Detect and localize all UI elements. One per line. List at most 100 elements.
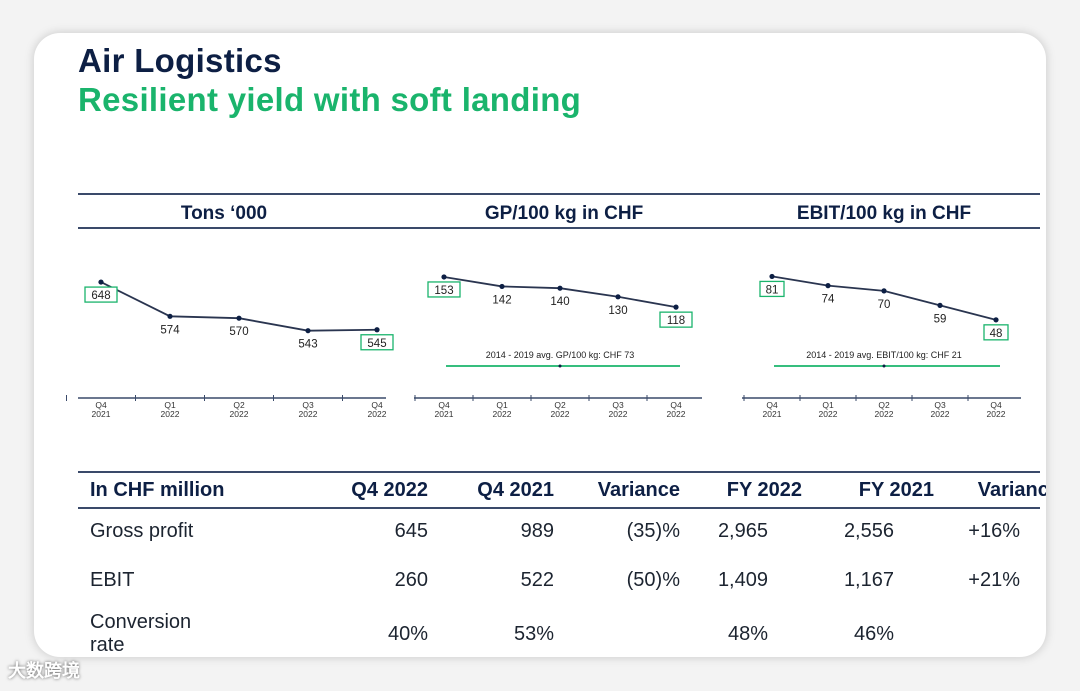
data-label: 543 [298, 339, 317, 351]
x-tick-label-year: 2022 [551, 409, 570, 419]
x-tick-label-year: 2022 [875, 409, 894, 419]
data-point [769, 273, 775, 280]
cell-variance-fy: +21% [968, 569, 1020, 591]
x-tick-label-year: 2022 [299, 409, 318, 419]
chart-header-bottom-rule [78, 227, 1040, 229]
reference-label: 2014 - 2019 avg. GP/100 kg: CHF 73 [486, 350, 635, 360]
cell-q4-2021: 989 [520, 520, 554, 542]
x-tick-label-year: 2022 [368, 409, 387, 419]
data-label-box [659, 311, 693, 328]
cell-variance-q: (50)% [626, 569, 680, 591]
x-tick-label-year: 2021 [435, 409, 454, 419]
chart-title-ebit: EBIT/100 kg in CHF [796, 203, 972, 224]
series-line [100, 281, 378, 332]
chart-title-gp: GP/100 kg in CHF [484, 203, 644, 224]
x-tick-label-year: 2022 [987, 409, 1006, 419]
page-subtitle: Resilient yield with soft landing [78, 81, 582, 118]
data-label: 118 [667, 315, 685, 327]
x-tick-label-quarter: Q3 [934, 400, 946, 410]
x-tick-label-quarter: Q2 [233, 400, 245, 410]
cell-variance-q: (35)% [626, 520, 680, 542]
data-point [98, 279, 104, 285]
row-label: EBIT [90, 569, 135, 591]
watermark: 大数跨境 [8, 661, 80, 681]
x-tick-label-quarter: Q3 [612, 400, 624, 410]
data-label-box [84, 286, 118, 303]
data-point [557, 285, 563, 291]
x-tick-label-year: 2021 [763, 409, 782, 419]
cell-fy-2022: 2,965 [717, 520, 768, 542]
table-top-rule [78, 471, 1040, 473]
x-tick-label-quarter: Q2 [554, 400, 566, 410]
page-title: Air Logistics [78, 42, 282, 79]
col-header-q4-2021: Q4 2021 [477, 479, 554, 501]
x-tick-label-year: 2022 [819, 409, 838, 419]
data-point [374, 327, 380, 333]
x-tick-label-year: 2022 [493, 409, 512, 419]
data-point [615, 294, 621, 300]
slide: Air Logistics Resilient yield with soft … [34, 33, 1046, 657]
data-label: 81 [766, 284, 779, 296]
data-label: 570 [229, 326, 248, 338]
data-point [673, 304, 679, 310]
data-label: 130 [608, 305, 627, 317]
x-tick-label-quarter: Q4 [990, 400, 1002, 410]
data-label-box [983, 324, 1009, 341]
cell-q4-2021: 53% [513, 623, 554, 645]
data-point [881, 288, 887, 294]
cell-variance-fy: +16% [968, 520, 1020, 542]
cell-fy-2022: 1,409 [717, 569, 768, 591]
data-point [441, 274, 447, 280]
x-tick-label-year: 2022 [931, 409, 950, 419]
row-label: Gross profit [90, 520, 194, 542]
cell-q4-2022: 40% [387, 623, 428, 645]
x-tick-label-quarter: Q4 [670, 400, 682, 410]
chart-title-tons: Tons ‘000 [180, 203, 268, 224]
data-label: 153 [434, 285, 453, 297]
chart-header-top-rule [78, 193, 1040, 195]
cell-fy-2021: 46% [853, 623, 894, 645]
cell-fy-2021: 2,556 [843, 520, 894, 542]
data-point [937, 302, 943, 308]
x-tick-label-year: 2022 [609, 409, 628, 419]
x-tick-label-year: 2022 [230, 409, 249, 419]
col-header-metric: In CHF million [90, 479, 225, 501]
data-point [825, 283, 831, 289]
cell-fy-2022: 48% [727, 623, 768, 645]
cell-q4-2021: 522 [520, 569, 554, 591]
data-point [236, 315, 242, 321]
row-label-line1: Conversion [90, 611, 192, 633]
x-tick-label-quarter: Q2 [878, 400, 890, 410]
cell-q4-2022: 260 [394, 569, 428, 591]
data-label: 59 [934, 313, 947, 325]
data-point [305, 328, 311, 334]
data-label: 648 [91, 290, 110, 302]
data-point [993, 317, 999, 323]
data-label: 74 [822, 294, 835, 306]
data-point [167, 313, 173, 319]
x-tick-label-quarter: Q1 [822, 400, 834, 410]
data-label: 574 [160, 324, 180, 336]
col-header-fy-2022: FY 2022 [726, 479, 802, 501]
data-label: 70 [878, 299, 891, 311]
col-header-fy-2021: FY 2021 [858, 479, 934, 501]
x-tick-label-quarter: Q1 [164, 400, 176, 410]
x-tick-label-quarter: Q4 [766, 400, 778, 410]
reference-marker [558, 364, 562, 368]
data-label-box [360, 334, 394, 351]
col-header-q4-2022: Q4 2022 [351, 479, 428, 501]
x-tick-label-quarter: Q4 [438, 400, 450, 410]
data-label-box [759, 280, 785, 298]
x-tick-label-year: 2021 [92, 409, 111, 419]
x-tick-label-year: 2022 [667, 409, 686, 419]
data-label: 48 [990, 328, 1003, 340]
x-tick-label-year: 2022 [161, 409, 180, 419]
cell-fy-2021: 1,167 [843, 569, 894, 591]
reference-label: 2014 - 2019 avg. EBIT/100 kg: CHF 21 [806, 350, 962, 360]
x-tick-label-quarter: Q3 [302, 400, 314, 410]
row-label-line2: rate [90, 634, 125, 656]
data-point [499, 283, 505, 290]
